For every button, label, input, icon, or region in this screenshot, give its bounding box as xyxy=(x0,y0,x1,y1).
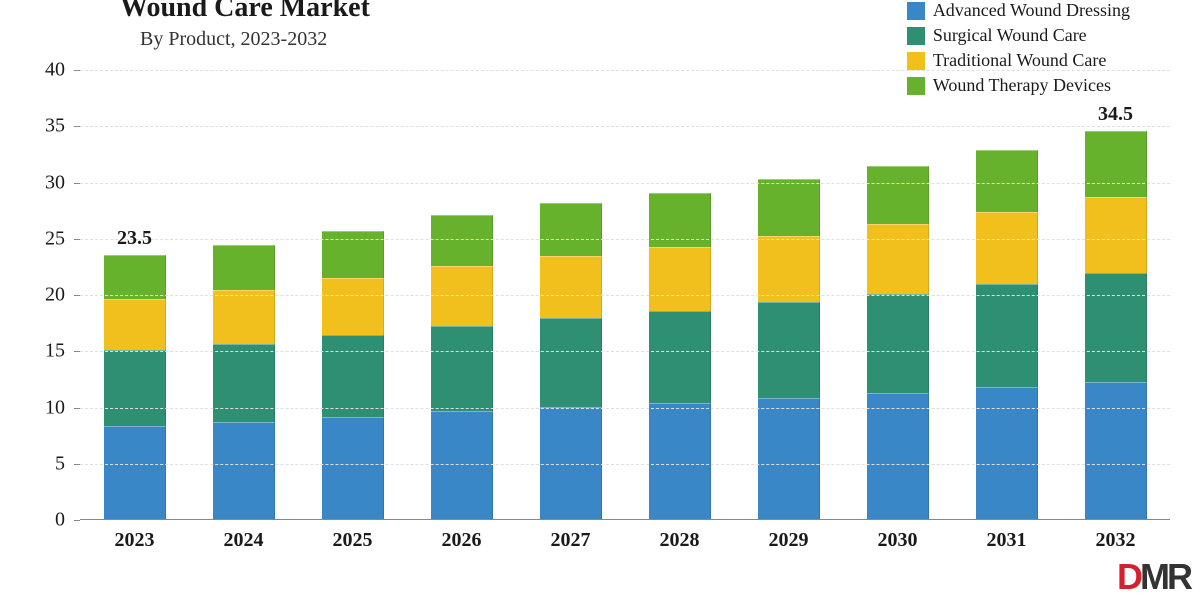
bar-segment-advanced_dressing xyxy=(322,417,384,519)
bar-segment-therapy_devices xyxy=(1085,131,1147,197)
x-tick-label: 2024 xyxy=(224,519,264,552)
bar-segment-therapy_devices xyxy=(758,179,820,235)
bar-segment-traditional xyxy=(104,299,166,351)
bar-segment-traditional xyxy=(649,247,711,311)
bar-segment-advanced_dressing xyxy=(431,411,493,519)
y-tick-label: 5 xyxy=(55,452,80,475)
legend-item: Traditional Wound Care xyxy=(907,50,1130,71)
grid-line xyxy=(80,295,1170,296)
chart-container: Wound Care Market By Product, 2023-2032 … xyxy=(0,0,1200,600)
data-label: 23.5 xyxy=(117,227,152,250)
bar-segment-advanced_dressing xyxy=(540,407,602,520)
bar-segment-surgical xyxy=(322,335,384,417)
x-tick-label: 2030 xyxy=(878,519,918,552)
bar-segment-therapy_devices xyxy=(540,203,602,256)
grid-line xyxy=(80,408,1170,409)
bar-segment-advanced_dressing xyxy=(1085,382,1147,519)
legend-item: Advanced Wound Dressing xyxy=(907,0,1130,21)
bar-segment-traditional xyxy=(322,278,384,334)
y-tick-label: 20 xyxy=(45,284,80,307)
x-tick-label: 2029 xyxy=(769,519,809,552)
bar-segment-advanced_dressing xyxy=(758,398,820,520)
y-tick-label: 30 xyxy=(45,171,80,194)
grid-line xyxy=(80,70,1170,71)
chart-subtitle: By Product, 2023-2032 xyxy=(140,28,327,51)
x-tick-label: 2028 xyxy=(660,519,700,552)
x-tick-label: 2026 xyxy=(442,519,482,552)
x-tick-label: 2032 xyxy=(1096,519,1136,552)
bar-segment-advanced_dressing xyxy=(104,426,166,519)
watermark-rest: MR xyxy=(1140,556,1190,597)
chart-title: Wound Care Market xyxy=(120,0,370,24)
legend-label: Surgical Wound Care xyxy=(933,25,1087,46)
bar-segment-surgical xyxy=(649,311,711,403)
bar-segment-surgical xyxy=(1085,273,1147,382)
legend-label: Advanced Wound Dressing xyxy=(933,0,1130,21)
bar-segment-therapy_devices xyxy=(431,215,493,266)
x-tick-label: 2025 xyxy=(333,519,373,552)
bar-segment-traditional xyxy=(540,256,602,318)
legend-swatch xyxy=(907,2,925,20)
bar-segment-traditional xyxy=(976,212,1038,284)
bar-segment-advanced_dressing xyxy=(213,422,275,519)
y-tick-label: 0 xyxy=(55,509,80,532)
bar-segment-therapy_devices xyxy=(867,166,929,225)
bar-segment-traditional xyxy=(213,290,275,344)
x-tick-label: 2023 xyxy=(115,519,155,552)
y-tick-label: 25 xyxy=(45,227,80,250)
bar-segment-advanced_dressing xyxy=(867,393,929,519)
grid-line xyxy=(80,351,1170,352)
bar-segment-surgical xyxy=(976,284,1038,388)
x-tick-label: 2031 xyxy=(987,519,1027,552)
plot-area: 2023202420252026202720282029203020312032… xyxy=(80,70,1170,520)
grid-line xyxy=(80,464,1170,465)
legend-swatch xyxy=(907,52,925,70)
bar-segment-therapy_devices xyxy=(104,255,166,299)
watermark-accent: D xyxy=(1117,556,1140,597)
y-tick-label: 35 xyxy=(45,115,80,138)
bar-segment-traditional xyxy=(867,224,929,294)
bar-segment-surgical xyxy=(540,318,602,407)
legend-swatch xyxy=(907,27,925,45)
bar-segment-advanced_dressing xyxy=(649,403,711,519)
legend-item: Surgical Wound Care xyxy=(907,25,1130,46)
bar-segment-surgical xyxy=(213,344,275,423)
y-tick-label: 10 xyxy=(45,396,80,419)
watermark-logo: DMR xyxy=(1117,556,1190,598)
bar-segment-surgical xyxy=(867,294,929,393)
bar-segment-surgical xyxy=(431,326,493,412)
bar-segment-traditional xyxy=(758,236,820,302)
legend-label: Traditional Wound Care xyxy=(933,50,1107,71)
bar-segment-therapy_devices xyxy=(976,150,1038,212)
grid-line xyxy=(80,183,1170,184)
x-tick-label: 2027 xyxy=(551,519,591,552)
y-tick-label: 40 xyxy=(45,59,80,82)
grid-line xyxy=(80,239,1170,240)
bar-segment-surgical xyxy=(104,350,166,425)
y-tick-label: 15 xyxy=(45,340,80,363)
bar-segment-therapy_devices xyxy=(213,245,275,290)
bar-segment-surgical xyxy=(758,302,820,398)
bar-segment-traditional xyxy=(1085,197,1147,272)
data-label: 34.5 xyxy=(1098,103,1133,126)
grid-line xyxy=(80,126,1170,127)
